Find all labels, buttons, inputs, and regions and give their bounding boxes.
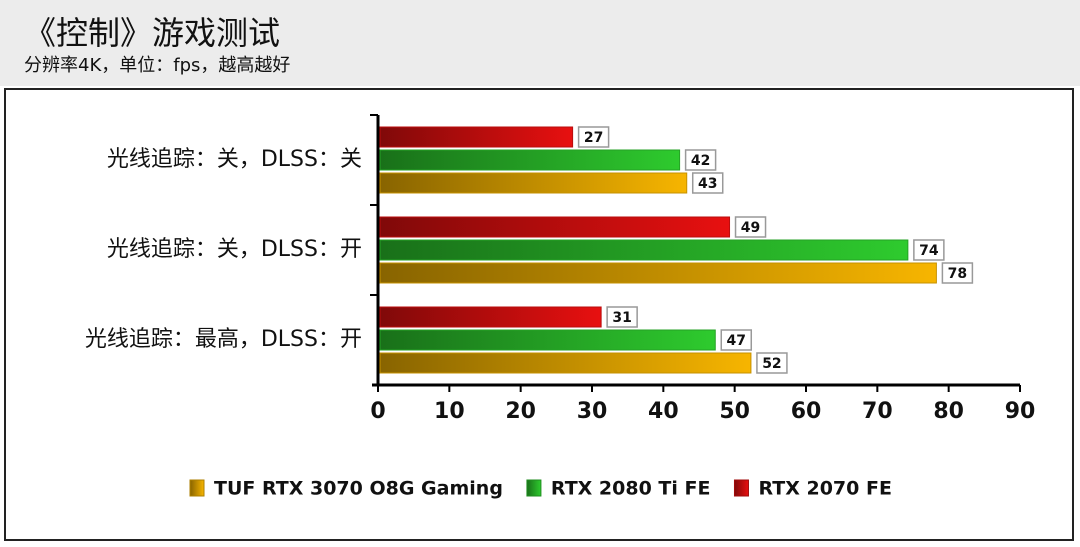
x-tick-label: 80	[933, 399, 964, 424]
x-tick-label: 60	[791, 399, 822, 424]
value-label-box	[734, 216, 767, 238]
bar	[379, 239, 909, 261]
bar	[379, 352, 752, 374]
value-label-box	[756, 352, 788, 374]
header-band	[0, 0, 1080, 86]
value-label: 43	[698, 176, 717, 192]
x-tick-label: 50	[719, 399, 750, 424]
value-label: 52	[762, 356, 781, 372]
value-label: 49	[741, 220, 760, 236]
chart-subtitle: 分辨率4K，单位：fps，越高越好	[24, 55, 290, 76]
value-label-box	[913, 239, 945, 261]
value-label-box	[606, 306, 638, 328]
legend-label: RTX 2070 FE	[758, 478, 891, 500]
bar	[379, 149, 681, 171]
value-label-box	[691, 172, 724, 194]
bar	[379, 262, 937, 284]
bar	[379, 216, 731, 238]
x-tick-label: 30	[577, 399, 608, 424]
legend-swatch	[733, 479, 749, 497]
bar	[379, 329, 716, 351]
x-tick-label: 10	[434, 399, 465, 424]
x-tick-label: 90	[1005, 399, 1036, 424]
y-tick-label: 光线追踪：关，DLSS：关	[107, 147, 362, 172]
legend-swatch	[526, 479, 542, 497]
legend-swatch	[189, 479, 205, 497]
value-label-box	[577, 126, 610, 148]
legend-label: RTX 2080 Ti FE	[551, 478, 711, 500]
value-label: 74	[919, 243, 939, 259]
value-label: 42	[691, 153, 710, 169]
y-tick-label: 光线追踪：最高，DLSS：开	[85, 327, 362, 352]
y-tick-label: 光线追踪：关，DLSS：开	[107, 237, 362, 262]
value-label-box	[684, 149, 717, 171]
bar	[379, 172, 688, 194]
x-tick-label: 40	[648, 399, 679, 424]
value-label: 47	[727, 333, 746, 349]
x-tick-label: 20	[505, 399, 536, 424]
value-label: 31	[612, 310, 631, 326]
value-label: 78	[948, 266, 967, 282]
chart-title: 《控制》游戏测试	[24, 14, 280, 52]
value-label-box	[941, 262, 974, 284]
value-label: 27	[584, 130, 603, 146]
x-tick-label: 70	[862, 399, 893, 424]
value-label-box	[720, 329, 753, 351]
x-tick-label: 0	[370, 399, 385, 424]
bar	[379, 306, 602, 328]
bar	[379, 126, 574, 148]
legend-label: TUF RTX 3070 O8G Gaming	[214, 478, 503, 500]
